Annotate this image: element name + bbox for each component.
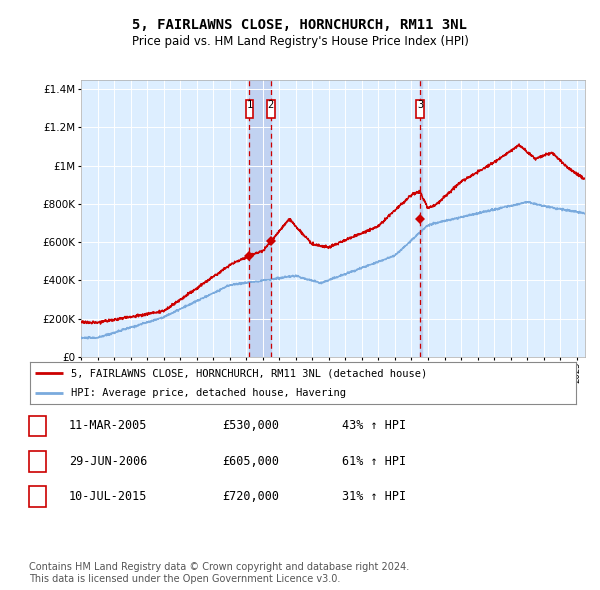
Text: 3: 3 (417, 100, 423, 110)
Text: 1: 1 (246, 100, 253, 110)
Bar (250, 80, 271, 357)
Text: 2: 2 (34, 457, 41, 466)
Text: 5, FAIRLAWNS CLOSE, HORNCHURCH, RM11 3NL: 5, FAIRLAWNS CLOSE, HORNCHURCH, RM11 3NL (133, 18, 467, 32)
Text: 2: 2 (268, 100, 274, 110)
Text: 29-JUN-2006: 29-JUN-2006 (69, 455, 148, 468)
Text: Price paid vs. HM Land Registry's House Price Index (HPI): Price paid vs. HM Land Registry's House … (131, 35, 469, 48)
Text: 10-JUL-2015: 10-JUL-2015 (69, 490, 148, 503)
Text: £720,000: £720,000 (222, 490, 279, 503)
Text: 11-MAR-2005: 11-MAR-2005 (69, 419, 148, 432)
Text: 61% ↑ HPI: 61% ↑ HPI (342, 455, 406, 468)
Text: 1: 1 (34, 421, 41, 431)
Bar (420, 80, 422, 357)
Bar (267, 100, 275, 118)
Text: £530,000: £530,000 (222, 419, 279, 432)
Text: £605,000: £605,000 (222, 455, 279, 468)
Text: HPI: Average price, detached house, Havering: HPI: Average price, detached house, Have… (71, 388, 346, 398)
Text: 5, FAIRLAWNS CLOSE, HORNCHURCH, RM11 3NL (detached house): 5, FAIRLAWNS CLOSE, HORNCHURCH, RM11 3NL… (71, 368, 427, 378)
Text: 3: 3 (34, 492, 41, 502)
Text: Contains HM Land Registry data © Crown copyright and database right 2024.
This d: Contains HM Land Registry data © Crown c… (29, 562, 409, 584)
Text: 43% ↑ HPI: 43% ↑ HPI (342, 419, 406, 432)
Text: 31% ↑ HPI: 31% ↑ HPI (342, 490, 406, 503)
Bar (246, 100, 253, 118)
Bar (416, 100, 424, 118)
